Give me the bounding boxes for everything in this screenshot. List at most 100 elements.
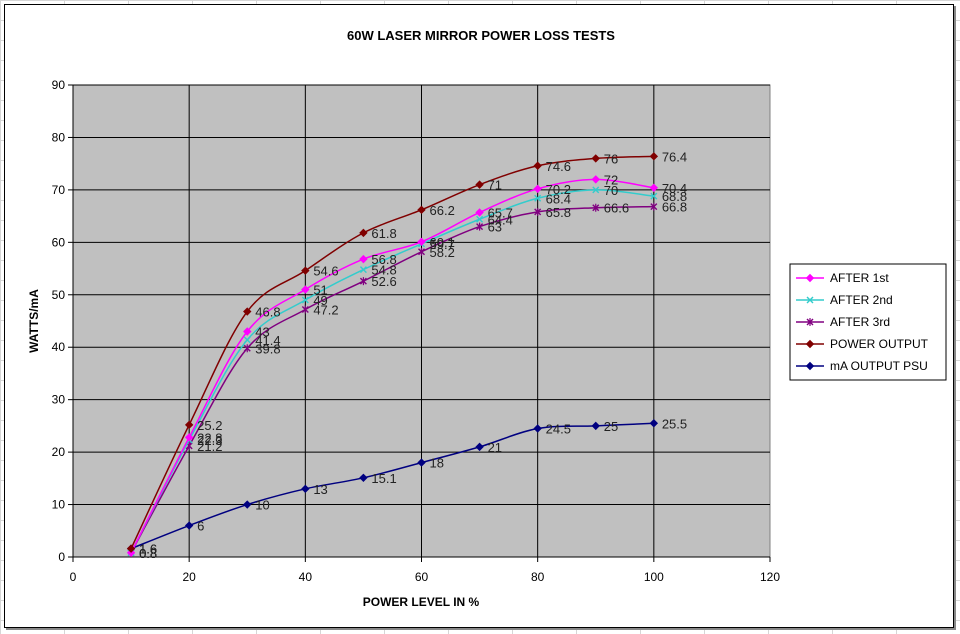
data-label: 1.6 [139,542,157,557]
data-point [591,175,600,184]
data-label: 41.4 [255,333,280,348]
data-point [475,442,484,452]
y-tick-label: 30 [52,393,66,407]
data-label: 54.8 [371,263,396,278]
data-label: 18 [430,456,444,471]
data-point [591,421,600,431]
y-tick-label: 60 [52,235,66,249]
y-axis-title: WATTS/mA [27,289,41,353]
data-label: 68.8 [662,189,687,204]
data-point [650,202,658,211]
data-label: 65.7 [488,205,513,220]
data-point [359,266,367,274]
data-label: 10 [255,498,269,513]
data-label: 0.8 [139,546,157,561]
data-point [534,207,542,216]
data-point [534,194,542,202]
data-label: 47.2 [313,302,338,317]
data-label: 66.6 [604,201,629,216]
x-axis-title: POWER LEVEL IN % [363,595,480,609]
data-label: 39.8 [255,341,280,356]
data-label: 24.5 [546,422,571,437]
data-point [476,222,484,231]
data-label: 25.5 [662,416,687,431]
data-label: 71 [488,178,502,193]
legend-marker [805,361,815,371]
data-label: 25.2 [197,418,222,433]
data-point [476,215,484,223]
data-label: 76.4 [662,149,687,164]
data-label: 52.6 [371,274,396,289]
data-point [126,544,136,553]
data-label: 22.3 [197,433,222,448]
data-label: 66.8 [662,200,687,215]
x-tick-label: 100 [644,570,664,584]
data-label: 72 [604,172,618,187]
data-label: 68.4 [546,191,571,206]
data-point [649,152,659,161]
x-tick-label: 20 [182,570,196,584]
data-point [418,247,425,256]
data-point [301,305,309,314]
legend-marker [806,318,814,326]
data-label: 58.2 [430,245,455,260]
data-point [184,420,194,430]
y-tick-label: 10 [52,498,66,512]
data-label: 1.6 [139,542,157,557]
data-label: 74.6 [546,159,571,174]
data-point [301,266,310,275]
legend-label: mA OUTPUT PSU [830,359,928,373]
data-label: 49 [313,293,327,308]
x-tick-label: 40 [299,570,313,584]
data-label: 63 [488,220,502,235]
y-tick-label: 70 [52,183,66,197]
data-point [359,277,367,286]
data-label: 60.1 [430,235,455,250]
legend-marker [805,339,815,349]
legend-label: POWER OUTPUT [830,337,929,351]
y-tick-label: 0 [58,550,65,564]
data-point [475,180,484,189]
data-point [184,521,194,530]
data-label: 13 [313,482,327,497]
data-point [533,184,542,194]
x-tick-label: 0 [70,570,77,584]
data-label: 70.4 [662,181,687,196]
chart-title: 60W LASER MIRROR POWER LOSS TESTS [347,28,615,43]
data-point [592,186,600,194]
data-point [649,419,659,428]
series-group [126,152,659,558]
data-label: 56.8 [371,252,396,267]
data-point [650,192,658,200]
data-labels: 0.822.8435156.860.165.770.27270.40.822.3… [139,149,687,560]
data-label: 66.2 [430,203,455,218]
series-line [130,422,654,550]
data-point [417,458,426,467]
legend-marker [806,296,814,304]
data-point [243,327,252,336]
data-label: 64.4 [488,212,513,227]
data-point [533,161,542,170]
y-tick-label: 80 [52,130,66,144]
x-tick-label: 80 [531,570,545,584]
plot-area [72,84,771,558]
legend[interactable]: AFTER 1st AFTER 2nd AFTER 3rd POWER OUTPUT m… [789,263,947,381]
data-label: 54.6 [313,264,338,279]
data-label: 0.8 [139,546,157,561]
data-point [592,203,600,212]
data-point [417,205,426,215]
data-label: 59.7 [430,237,455,252]
data-point [359,473,368,483]
data-label: 76 [604,151,618,166]
data-point [533,424,542,433]
data-label: 70 [604,183,618,198]
data-point [359,254,368,264]
x-tick-label: 120 [760,570,780,584]
data-label: 25 [604,419,618,434]
data-point [243,307,252,316]
data-point [301,285,310,294]
legend-label: AFTER 2nd [830,293,893,307]
y-tick-label: 20 [52,445,66,459]
x-tick-label: 60 [415,570,429,584]
